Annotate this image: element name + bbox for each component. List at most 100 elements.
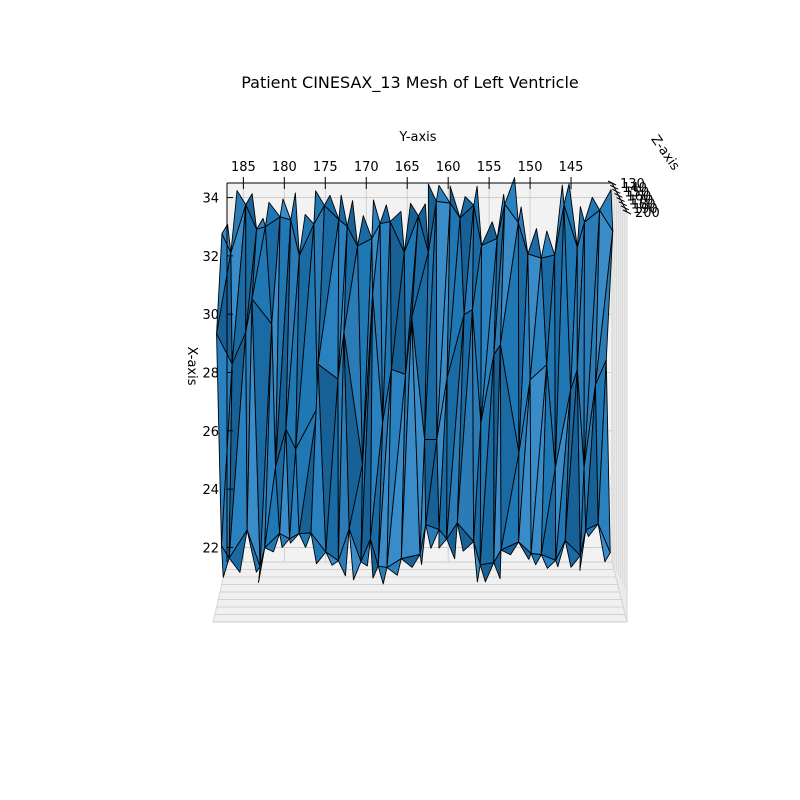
mesh-face [323,194,340,220]
y-tick-label: 165 [395,160,420,175]
mesh-face [400,553,421,568]
mesh-face [427,183,437,253]
y-tick-label: 175 [313,160,338,175]
mesh-face [564,540,581,568]
mesh-face [337,528,350,577]
mesh-face [371,199,381,239]
z-tick-label: 130 [620,177,645,192]
mesh-face [527,228,542,259]
mesh-face [279,198,292,221]
chart-title: Patient CINESAX_13 Mesh of Left Ventricl… [241,73,579,93]
z-tick-mark [618,201,627,207]
mesh-face [264,201,281,228]
y-axis-label: Y-axis [398,130,436,145]
y-tick-label: 150 [518,160,543,175]
x-tick-label: 28 [202,367,219,382]
mesh-face [325,551,339,566]
z-tick-mark [620,205,630,211]
y-tick-label: 170 [354,160,379,175]
mesh-face [446,522,458,560]
mesh-face [386,558,402,576]
y-tick-label: 160 [436,160,461,175]
mesh-face [599,189,614,232]
mesh-face [496,193,506,239]
mesh-face [256,217,266,230]
z-tick-label: 170 [629,194,654,209]
mesh-face [264,533,281,553]
mesh-face [228,529,248,573]
z-tick-mark [622,209,632,215]
x-axis-label: X-axis [184,347,199,386]
mesh-face [540,230,556,259]
y-tick-label: 155 [477,160,502,175]
mesh-face [554,184,565,256]
mesh-face [221,223,232,254]
y-tick-label: 145 [559,160,584,175]
z-tick-label: 140 [622,181,647,196]
mesh-face [289,533,300,544]
x-tick-label: 26 [202,425,219,440]
z-tick-label: 190 [633,202,658,217]
z-axis-label: Z-axis [647,133,682,174]
mesh-face [459,196,475,219]
mesh-face [449,185,461,219]
y-tick-label: 180 [272,160,297,175]
z-tick-mark [612,188,621,194]
x-tick-label: 30 [202,308,219,323]
z-tick-label: 180 [631,198,656,213]
x-tick-label: 22 [202,541,219,556]
z-tick-mark [616,197,625,203]
mesh-face [246,529,261,573]
z-tick-label: 200 [635,206,660,221]
mesh-face [493,549,502,580]
mesh-face [584,196,601,223]
x-tick-label: 32 [202,250,219,265]
mesh-face [517,206,529,255]
mesh-face [221,545,230,578]
y-tick-label: 185 [231,160,256,175]
mesh-face [298,532,312,548]
mesh-face [419,524,427,566]
mesh-face [473,541,481,583]
mesh-face [479,562,495,583]
mesh-face [473,185,482,246]
mesh-face [298,214,315,257]
mesh-face [597,523,611,563]
mesh-face [555,540,566,568]
mesh-face [456,522,475,552]
mesh-face [563,183,578,248]
z-tick-mark [607,180,617,186]
mesh-face [310,532,327,565]
z-tick-mark [609,184,619,190]
z-tick-label: 150 [624,185,649,200]
mesh-face [279,533,291,548]
mesh-face [338,194,348,227]
z-tick-mark [614,192,623,198]
mesh-face [348,528,362,581]
x-tick-label: 24 [202,483,219,498]
mesh-face [579,529,587,571]
mesh-face [585,523,599,537]
mesh-face [230,190,247,254]
mesh-face [504,177,519,224]
mesh-face [576,206,585,248]
mesh-face [530,553,542,566]
mesh-face [360,538,371,567]
x-ticks: 22 24 26 28 30 32 34 [202,192,233,556]
mesh-face [518,541,532,560]
mesh-face [403,202,419,253]
ventricle-mesh [216,177,614,585]
mesh-face [417,203,429,253]
mesh-face [540,554,557,569]
mesh-face [500,541,520,556]
mesh-face [389,210,405,253]
z-tick-label: 160 [626,189,651,204]
mesh-face [435,184,451,204]
mesh-face [481,221,498,246]
mesh-face [438,529,448,549]
y-ticks: 185 180 175 170 165 160 155 150 145 [231,160,583,189]
mesh-face [346,200,359,247]
mesh-face [245,193,258,230]
